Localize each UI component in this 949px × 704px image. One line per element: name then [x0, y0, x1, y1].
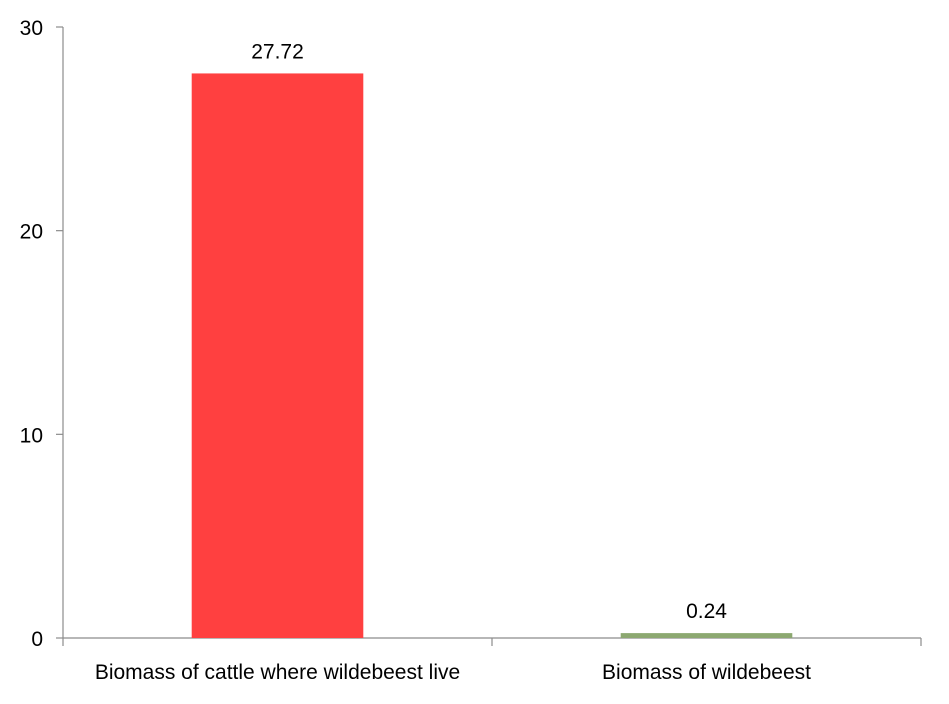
y-tick-label: 0 — [31, 628, 43, 651]
data-labels: 27.72 0.24 — [251, 40, 727, 623]
x-category-label: Biomass of cattle where wildebeest live — [95, 661, 460, 684]
bar — [191, 73, 364, 639]
x-category-label: Biomass of wildebeest — [602, 661, 811, 684]
data-label: 0.24 — [686, 600, 727, 623]
y-axis: 0 10 20 30 — [20, 17, 64, 651]
x-axis: Biomass of cattle where wildebeest live B… — [62, 637, 922, 684]
bar — [620, 633, 793, 638]
data-label: 27.72 — [251, 40, 304, 63]
y-tick-label: 20 — [20, 221, 43, 244]
bars — [191, 73, 793, 639]
y-tick-label: 10 — [20, 424, 43, 447]
y-tick-label: 30 — [20, 17, 43, 40]
